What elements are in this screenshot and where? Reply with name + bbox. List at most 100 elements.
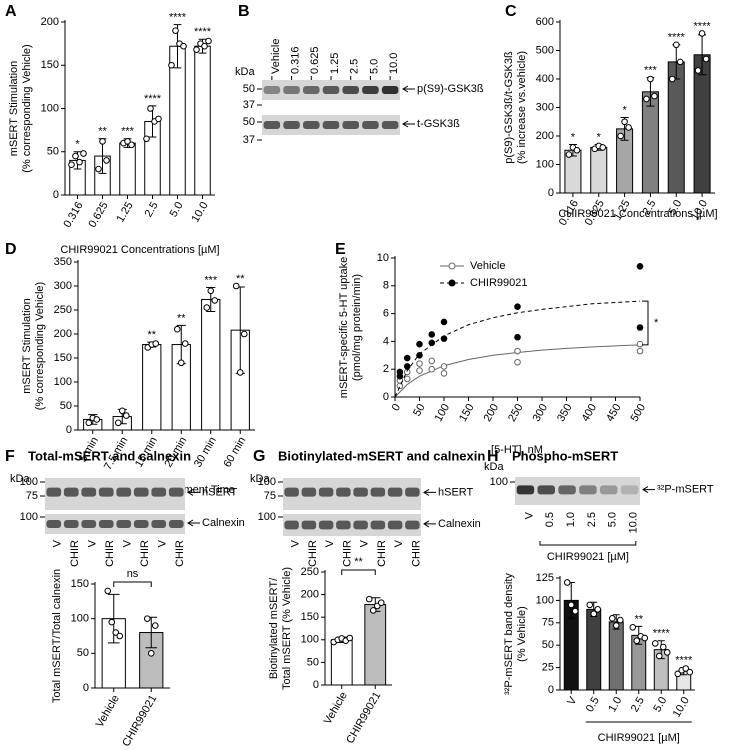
lane-label: V — [52, 539, 64, 547]
data-point — [641, 634, 649, 642]
lane-label: CHIR — [410, 540, 422, 567]
data-point — [416, 360, 423, 367]
marker-label: 50 — [243, 116, 255, 128]
marker-label: 75 — [264, 490, 276, 502]
data-point — [416, 340, 423, 348]
band-arrow — [642, 486, 655, 494]
x-tick-label: 0.625 — [86, 200, 110, 230]
x-tick-label: Vehicle — [94, 693, 122, 730]
data-point — [659, 643, 667, 651]
lane-label: V — [324, 539, 336, 547]
lane-label: CHIR — [69, 540, 81, 567]
y-axis-label: Total mSERT/Total calnexin — [51, 569, 63, 703]
data-point — [682, 665, 690, 672]
significance: **** — [694, 20, 712, 32]
lane-label: 0.5 — [544, 512, 556, 527]
data-point — [193, 46, 200, 53]
marker-label: 100 — [258, 476, 276, 488]
lane-label: 0.316 — [289, 46, 301, 74]
blot-band — [301, 520, 317, 530]
legend-label: CHIR99021 — [470, 277, 527, 289]
blot-band — [336, 520, 351, 530]
x-tick-label: V — [565, 694, 579, 707]
band-arrow — [423, 488, 436, 496]
bar — [364, 604, 387, 686]
x-tick-label: 5.0 — [168, 200, 186, 219]
y-axis-label: mSERT Stimulation — [8, 61, 20, 157]
blot-band — [362, 86, 379, 94]
significance: * — [622, 104, 627, 116]
y-tick-label: 50 — [77, 647, 89, 659]
data-point — [203, 304, 211, 311]
significance: **** — [675, 655, 693, 667]
y-tick-label: 0 — [313, 679, 319, 691]
y-axis-label: ³²P-mSERT band density — [503, 573, 515, 695]
data-point — [168, 61, 175, 69]
data-point — [177, 359, 185, 367]
y-tick-label: 0 — [383, 391, 389, 403]
y-tick-label: 200 — [301, 589, 319, 601]
significance: **** — [144, 93, 162, 105]
marker-label: 100 — [490, 476, 508, 488]
lane-label: 10.0 — [627, 512, 639, 533]
y-tick-label: 150 — [41, 59, 59, 71]
data-point — [68, 161, 75, 169]
data-point — [143, 135, 150, 143]
x-tick-label: 500 — [629, 402, 649, 424]
lane-label: V — [290, 539, 302, 547]
comparison-label: ns — [127, 568, 139, 580]
significance: **** — [194, 26, 212, 38]
data-point — [573, 146, 581, 154]
blot-band — [116, 520, 132, 528]
significance: *** — [121, 126, 135, 138]
data-point — [629, 623, 637, 631]
data-point — [152, 340, 160, 347]
lane-label: 2.5 — [586, 512, 598, 527]
blot-band — [318, 520, 334, 530]
blot-band — [46, 487, 62, 497]
bar — [119, 142, 136, 196]
kda-label: kDa — [250, 473, 270, 485]
significance: * — [75, 139, 80, 151]
x-tick-label: 400 — [580, 402, 600, 424]
x-tick-label: 250 — [506, 402, 526, 424]
x-tick-label: 5.0 — [651, 695, 669, 714]
blot-band — [98, 487, 114, 497]
y-tick-label: 25 — [542, 662, 554, 674]
data-point — [365, 595, 373, 603]
x-tick-label: 350 — [555, 402, 575, 424]
y-axis-label: Biotinylated mSERT/ — [268, 577, 280, 679]
lane-label: V — [157, 539, 169, 547]
bar — [142, 344, 162, 431]
x-tick-label: 0.316 — [61, 200, 85, 230]
data-point — [514, 333, 521, 341]
lane-label: 2.5 — [349, 59, 361, 74]
blot-band — [370, 520, 386, 530]
blot-membrane — [515, 477, 640, 505]
legend-marker — [448, 262, 456, 270]
data-point — [440, 318, 448, 326]
data-point — [201, 42, 208, 50]
data-point — [514, 303, 521, 310]
x-tick-label: CHIR99021 — [344, 690, 383, 746]
comparison-label: * — [654, 317, 659, 329]
blot-band — [303, 121, 320, 129]
data-point — [655, 652, 663, 660]
lane-label: V — [523, 511, 535, 519]
significance: **** — [668, 32, 686, 44]
blot-title: Biotinylated-mSERT and calnexin — [278, 448, 485, 463]
band-arrow — [423, 520, 436, 528]
marker-label: 37 — [243, 134, 255, 146]
x-tick-label: 100 — [433, 402, 453, 424]
lane-label: CHIR — [104, 540, 116, 567]
marker-label: 100 — [258, 511, 276, 523]
blot-band — [322, 86, 340, 94]
data-point — [95, 165, 102, 173]
x-tick-label: 50 — [411, 402, 428, 419]
bar — [590, 146, 608, 194]
band-label: hSERT — [202, 486, 238, 498]
data-point — [143, 615, 151, 622]
data-point — [93, 416, 101, 423]
band-label: p(S9)-GSK3ß — [417, 83, 484, 95]
data-point — [636, 340, 644, 348]
